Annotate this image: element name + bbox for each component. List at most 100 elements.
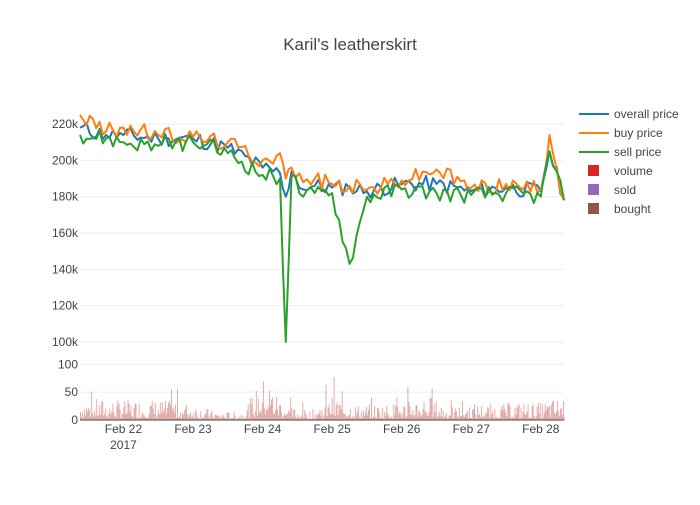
volume-bar bbox=[144, 417, 146, 420]
volume-bar bbox=[422, 408, 424, 420]
volume-bar bbox=[455, 411, 457, 420]
volume-bar bbox=[84, 409, 86, 420]
legend-item-overall-price[interactable]: overall price bbox=[579, 107, 679, 121]
volume-bar bbox=[187, 414, 189, 420]
price-tick-label: 220k bbox=[52, 117, 79, 131]
volume-tick-label: 0 bbox=[71, 413, 78, 427]
volume-bar bbox=[507, 402, 509, 420]
volume-bar bbox=[533, 415, 535, 420]
volume-bar bbox=[531, 406, 533, 420]
volume-bar bbox=[446, 418, 448, 420]
volume-bar bbox=[339, 405, 341, 420]
volume-bar bbox=[357, 406, 359, 420]
volume-bar bbox=[323, 415, 325, 420]
volume-bar bbox=[449, 415, 451, 420]
volume-bar bbox=[221, 417, 223, 420]
volume-bar bbox=[255, 390, 257, 420]
x-tick-label: Feb 28 bbox=[522, 422, 560, 436]
volume-bar bbox=[497, 418, 499, 420]
volume-bar bbox=[126, 413, 128, 420]
volume-bar bbox=[334, 415, 336, 420]
volume-bar bbox=[267, 407, 269, 420]
volume-bar bbox=[482, 417, 484, 420]
volume-bar bbox=[364, 412, 366, 420]
volume-bar bbox=[227, 412, 229, 420]
legend-item-sold[interactable]: sold bbox=[588, 183, 636, 197]
volume-bar bbox=[295, 416, 297, 420]
volume-bar bbox=[463, 416, 465, 420]
volume-bar bbox=[190, 412, 192, 420]
volume-bar bbox=[91, 391, 93, 420]
legend-item-buy-price[interactable]: buy price bbox=[579, 126, 663, 140]
volume-bar bbox=[230, 417, 232, 420]
volume-bar bbox=[195, 409, 197, 420]
legend-item-bought[interactable]: bought bbox=[588, 202, 651, 216]
volume-bar bbox=[406, 415, 408, 420]
volume-bar bbox=[490, 404, 492, 420]
volume-bar bbox=[545, 409, 547, 420]
volume-bar bbox=[123, 406, 125, 420]
volume-bar bbox=[145, 417, 147, 420]
volume-bar bbox=[132, 417, 134, 420]
volume-bar bbox=[383, 418, 385, 420]
volume-bar bbox=[244, 418, 246, 420]
volume-bar bbox=[558, 416, 560, 420]
volume-bar bbox=[353, 418, 355, 420]
volume-bar bbox=[413, 416, 415, 420]
legend[interactable]: overall price buy price sell price volume so… bbox=[579, 107, 679, 216]
volume-bar bbox=[529, 417, 531, 420]
volume-bar bbox=[394, 414, 396, 420]
volume-bar bbox=[258, 412, 260, 420]
volume-bar bbox=[562, 400, 564, 420]
volume-bar bbox=[114, 416, 116, 420]
legend-label: buy price bbox=[614, 126, 663, 140]
volume-bar bbox=[359, 418, 361, 420]
volume-bar bbox=[203, 417, 205, 420]
volume-bar bbox=[402, 412, 404, 420]
volume-bar bbox=[372, 418, 374, 420]
volume-bar bbox=[557, 411, 559, 420]
volume-bar bbox=[228, 413, 230, 420]
volume-bar bbox=[317, 414, 319, 420]
volume-bar bbox=[262, 381, 264, 420]
volume-bar bbox=[416, 404, 418, 420]
volume-bar bbox=[197, 418, 199, 420]
volume-bar bbox=[532, 403, 534, 420]
volume-bar bbox=[240, 414, 242, 420]
volume-bar bbox=[167, 402, 169, 420]
volume-bar bbox=[106, 416, 108, 420]
volume-bar bbox=[168, 400, 170, 420]
volume-bar bbox=[205, 413, 207, 420]
volume-bar bbox=[564, 417, 565, 420]
volume-bar bbox=[131, 415, 133, 420]
volume-bar bbox=[493, 418, 495, 420]
volume-bar bbox=[237, 417, 239, 420]
volume-bar bbox=[208, 416, 210, 420]
legend-item-sell-price[interactable]: sell price bbox=[579, 145, 662, 159]
volume-bar bbox=[350, 417, 352, 420]
volume-bar bbox=[376, 417, 378, 420]
volume-bar bbox=[104, 413, 106, 420]
volume-bar bbox=[438, 411, 440, 420]
volume-bar bbox=[356, 411, 358, 420]
volume-bar bbox=[178, 417, 180, 420]
volume-bar bbox=[93, 416, 95, 420]
volume-bar bbox=[518, 403, 520, 420]
volume-bar bbox=[119, 408, 121, 420]
volume-bar bbox=[113, 412, 115, 420]
legend-item-volume[interactable]: volume bbox=[588, 164, 653, 178]
volume-bar bbox=[275, 409, 277, 420]
volume-bar bbox=[509, 405, 511, 420]
volume-bar bbox=[252, 413, 254, 420]
volume-bar bbox=[460, 416, 462, 420]
volume-bar bbox=[270, 399, 272, 420]
volume-bar bbox=[177, 389, 178, 420]
volume-bar bbox=[213, 418, 215, 420]
legend-label: sold bbox=[614, 183, 636, 197]
volume-bar bbox=[494, 408, 496, 420]
volume-bar bbox=[476, 417, 478, 420]
volume-bar bbox=[351, 417, 353, 420]
volume-bar bbox=[335, 405, 337, 420]
volume-bar bbox=[202, 417, 204, 420]
volume-bar bbox=[105, 408, 107, 420]
